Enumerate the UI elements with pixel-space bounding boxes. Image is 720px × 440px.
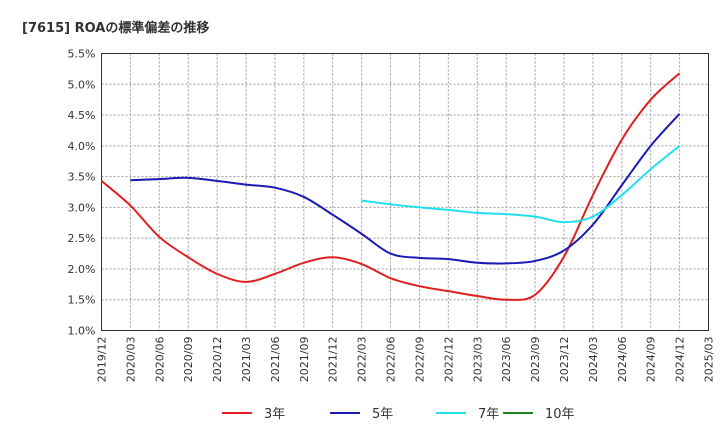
x-tick-label: 2024/09 [645, 337, 658, 383]
x-tick-label: 2024/06 [616, 337, 629, 383]
y-tick-label: 3.5% [68, 171, 96, 184]
legend-label: 7年 [478, 407, 499, 422]
x-tick-label: 2022/09 [413, 337, 426, 383]
legend-label: 10年 [545, 407, 575, 422]
x-tick-label: 2020/12 [211, 337, 224, 383]
legend-label: 5年 [372, 407, 393, 422]
y-tick-label: 5.5% [68, 48, 96, 61]
series-line-2 [130, 113, 681, 265]
x-tick-label: 2020/06 [153, 337, 166, 383]
chart-title: [7615] ROAの標準偏差の推移 [22, 20, 209, 36]
x-tick-label: 2023/12 [558, 337, 571, 383]
x-tick-label: 2024/12 [674, 337, 687, 383]
series-lines [100, 72, 681, 301]
y-tick-label: 4.5% [68, 109, 96, 122]
x-axis-tick-labels: 2019/12 2020/03 2020/06 2020/09 2020/12 2021/… [96, 336, 716, 382]
x-tick-label: 2021/06 [269, 337, 282, 383]
plot-area [101, 53, 709, 331]
y-tick-label: 1.0% [68, 325, 96, 338]
series-line-1 [100, 72, 681, 301]
x-tick-label: 2024/03 [587, 337, 600, 383]
y-tick-label: 3.0% [68, 201, 96, 214]
y-tick-label: 2.5% [68, 232, 96, 245]
x-tick-label: 2022/06 [385, 337, 398, 383]
y-axis-tick-labels: 1.0% 1.5% 2.0% 2.5% 3.0% 3.5% 4.0% 4.5% 5.0% 5.5% [68, 48, 96, 338]
y-tick-label: 4.0% [68, 140, 96, 153]
series-line-3 [361, 145, 681, 224]
x-tick-label: 2021/09 [298, 337, 311, 383]
x-tick-label: 2023/06 [500, 336, 513, 382]
y-tick-label: 2.0% [68, 263, 96, 276]
x-tick-label: 2019/12 [96, 337, 109, 383]
legend-label: 3年 [264, 407, 285, 422]
y-tick-label: 1.5% [68, 294, 96, 307]
x-tick-label: 2020/09 [182, 337, 195, 383]
x-tick-label: 2025/03 [703, 337, 716, 383]
x-tick-label: 2020/03 [124, 337, 137, 383]
legend: 3年 5年 7年 10年 [222, 407, 575, 422]
x-tick-label: 2022/03 [356, 337, 369, 383]
x-tick-label: 2021/03 [240, 337, 253, 383]
x-tick-label: 2022/12 [442, 337, 455, 383]
y-tick-label: 5.0% [68, 78, 96, 91]
x-tick-label: 2023/03 [471, 337, 484, 383]
x-tick-label: 2023/09 [529, 337, 542, 383]
x-tick-label: 2021/12 [327, 337, 340, 383]
plot-border [101, 53, 709, 331]
